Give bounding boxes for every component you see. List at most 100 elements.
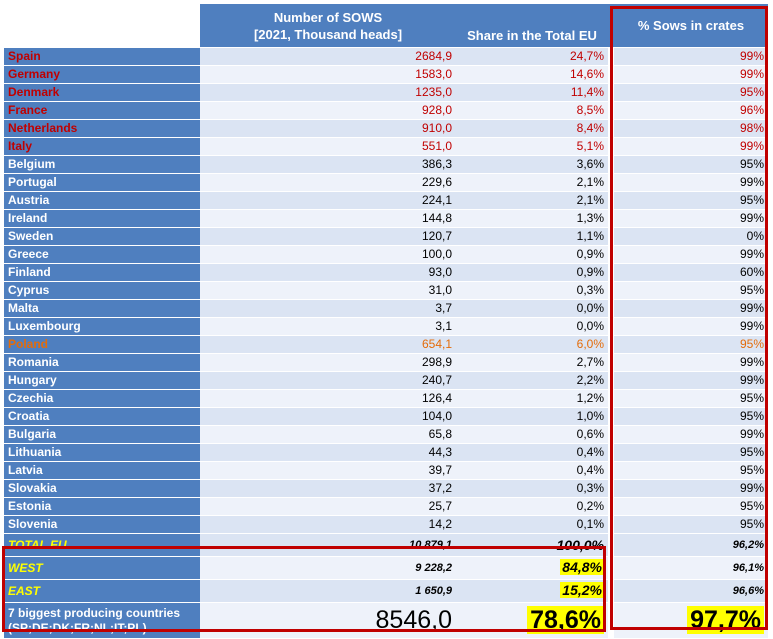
country-name: Netherlands (4, 120, 200, 138)
country-name: Hungary (4, 372, 200, 390)
sows-value: 2684,9 (200, 48, 456, 66)
table-row: Denmark 1235,0 11,4% 95% (4, 84, 768, 102)
share-value: 0,9% (456, 246, 608, 264)
header-country-blank (4, 4, 200, 48)
share-value: 1,2% (456, 390, 608, 408)
crates-value: 95% (614, 498, 768, 516)
table-row: Greece 100,0 0,9% 99% (4, 246, 768, 264)
east-crates: 96,6% (614, 580, 768, 603)
share-value: 0,0% (456, 300, 608, 318)
country-name: Croatia (4, 408, 200, 426)
sows-value: 144,8 (200, 210, 456, 228)
sows-value: 910,0 (200, 120, 456, 138)
country-name: Denmark (4, 84, 200, 102)
sows-value: 298,9 (200, 354, 456, 372)
share-value: 1,0% (456, 408, 608, 426)
crates-value: 99% (614, 210, 768, 228)
country-name: Portugal (4, 174, 200, 192)
sows-value: 928,0 (200, 102, 456, 120)
total-share: 100,0% (456, 534, 608, 557)
header-sows: Number of SOWS [2021, Thousand heads] (200, 4, 456, 48)
sows-value: 39,7 (200, 462, 456, 480)
crates-value: 95% (614, 156, 768, 174)
table-row: Germany 1583,0 14,6% 99% (4, 66, 768, 84)
table-row: Finland 93,0 0,9% 60% (4, 264, 768, 282)
share-value: 14,6% (456, 66, 608, 84)
sows-value: 100,0 (200, 246, 456, 264)
country-name: Latvia (4, 462, 200, 480)
country-name: Bulgaria (4, 426, 200, 444)
share-value: 2,1% (456, 174, 608, 192)
west-label: WEST (4, 557, 200, 580)
total-eu-row: TOTAL EU 10 879,1 100,0% 96,2% (4, 534, 768, 557)
sows-value: 65,8 (200, 426, 456, 444)
west-sows: 9 228,2 (200, 557, 456, 580)
east-share: 15,2% (560, 582, 604, 598)
header-sows-line2: [2021, Thousand heads] (253, 26, 403, 42)
table-row: Austria 224,1 2,1% 95% (4, 192, 768, 210)
sows-value: 93,0 (200, 264, 456, 282)
table-row: Bulgaria 65,8 0,6% 99% (4, 426, 768, 444)
sows-value: 31,0 (200, 282, 456, 300)
sows-value: 37,2 (200, 480, 456, 498)
table-row: Croatia 104,0 1,0% 95% (4, 408, 768, 426)
share-value: 0,9% (456, 264, 608, 282)
share-value: 8,5% (456, 102, 608, 120)
share-value: 0,3% (456, 282, 608, 300)
crates-value: 95% (614, 282, 768, 300)
country-name: Czechia (4, 390, 200, 408)
country-name: Lithuania (4, 444, 200, 462)
table-row: Italy 551,0 5,1% 99% (4, 138, 768, 156)
header-crates: % Sows in crates (614, 4, 768, 48)
east-label: EAST (4, 580, 200, 603)
share-value: 0,1% (456, 516, 608, 534)
country-name: Cyprus (4, 282, 200, 300)
table-row: Cyprus 31,0 0,3% 95% (4, 282, 768, 300)
share-value: 0,0% (456, 318, 608, 336)
crates-value: 95% (614, 408, 768, 426)
country-name: Slovenia (4, 516, 200, 534)
country-name: Belgium (4, 156, 200, 174)
table-row: Malta 3,7 0,0% 99% (4, 300, 768, 318)
sows-value: 126,4 (200, 390, 456, 408)
country-name: Austria (4, 192, 200, 210)
share-value: 5,1% (456, 138, 608, 156)
crates-value: 99% (614, 66, 768, 84)
total-sows: 10 879,1 (200, 534, 456, 557)
crates-value: 99% (614, 300, 768, 318)
table-row: Slovenia 14,2 0,1% 95% (4, 516, 768, 534)
crates-value: 98% (614, 120, 768, 138)
crates-value: 99% (614, 372, 768, 390)
crates-value: 99% (614, 426, 768, 444)
biggest-share: 78,6% (527, 606, 604, 634)
sows-table: Number of SOWS [2021, Thousand heads] Sh… (4, 4, 768, 639)
table-row: Lithuania 44,3 0,4% 95% (4, 444, 768, 462)
crates-value: 95% (614, 462, 768, 480)
share-value: 0,4% (456, 444, 608, 462)
country-name: Finland (4, 264, 200, 282)
crates-value: 0% (614, 228, 768, 246)
crates-value: 99% (614, 246, 768, 264)
crates-value: 95% (614, 390, 768, 408)
country-name: Estonia (4, 498, 200, 516)
crates-value: 95% (614, 516, 768, 534)
crates-value: 95% (614, 84, 768, 102)
share-value: 11,4% (456, 84, 608, 102)
total-crates: 96,2% (614, 534, 768, 557)
sows-value: 229,6 (200, 174, 456, 192)
share-value: 6,0% (456, 336, 608, 354)
table-row: France 928,0 8,5% 96% (4, 102, 768, 120)
header-sows-line1: Number of SOWS (273, 9, 383, 25)
share-value: 1,3% (456, 210, 608, 228)
sows-value: 654,1 (200, 336, 456, 354)
share-value: 24,7% (456, 48, 608, 66)
crates-value: 99% (614, 318, 768, 336)
country-name: Greece (4, 246, 200, 264)
crates-value: 99% (614, 354, 768, 372)
biggest-sows: 8546,0 (375, 606, 452, 634)
share-value: 3,6% (456, 156, 608, 174)
country-name: France (4, 102, 200, 120)
country-name: Malta (4, 300, 200, 318)
table-row: Belgium 386,3 3,6% 95% (4, 156, 768, 174)
